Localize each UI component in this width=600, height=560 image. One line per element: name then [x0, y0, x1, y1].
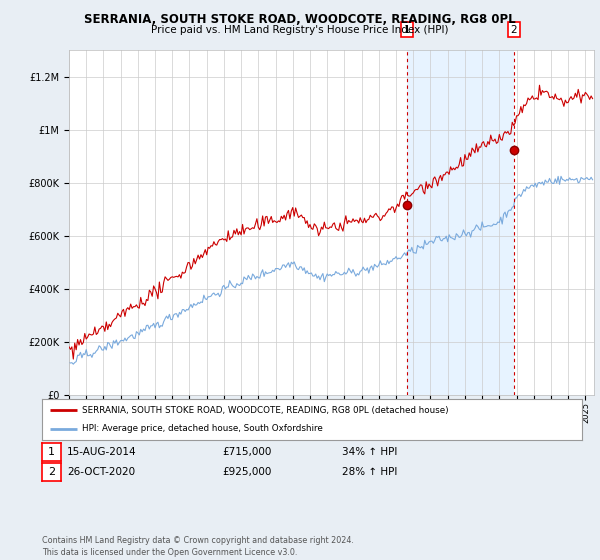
Text: HPI: Average price, detached house, South Oxfordshire: HPI: Average price, detached house, Sout…: [83, 424, 323, 433]
Text: 26-OCT-2020: 26-OCT-2020: [67, 467, 136, 477]
Text: 2: 2: [511, 25, 517, 35]
Bar: [407, 50, 514, 395]
Text: SERRANIA, SOUTH STOKE ROAD, WOODCOTE, READING, RG8 0PL (detached house): SERRANIA, SOUTH STOKE ROAD, WOODCOTE, RE…: [83, 405, 449, 414]
Text: Contains HM Land Registry data © Crown copyright and database right 2024.
This d: Contains HM Land Registry data © Crown c…: [42, 536, 354, 557]
Text: 28% ↑ HPI: 28% ↑ HPI: [342, 467, 397, 477]
Text: SERRANIA, SOUTH STOKE ROAD, WOODCOTE, READING, RG8 0PL: SERRANIA, SOUTH STOKE ROAD, WOODCOTE, RE…: [84, 13, 516, 26]
Text: 1: 1: [403, 25, 410, 35]
Text: Price paid vs. HM Land Registry's House Price Index (HPI): Price paid vs. HM Land Registry's House …: [151, 25, 449, 35]
Text: 34% ↑ HPI: 34% ↑ HPI: [342, 447, 397, 457]
Text: 1: 1: [48, 447, 55, 457]
Text: 15-AUG-2014: 15-AUG-2014: [67, 447, 137, 457]
Text: £715,000: £715,000: [222, 447, 271, 457]
Text: 2: 2: [48, 467, 55, 477]
Text: £925,000: £925,000: [222, 467, 271, 477]
